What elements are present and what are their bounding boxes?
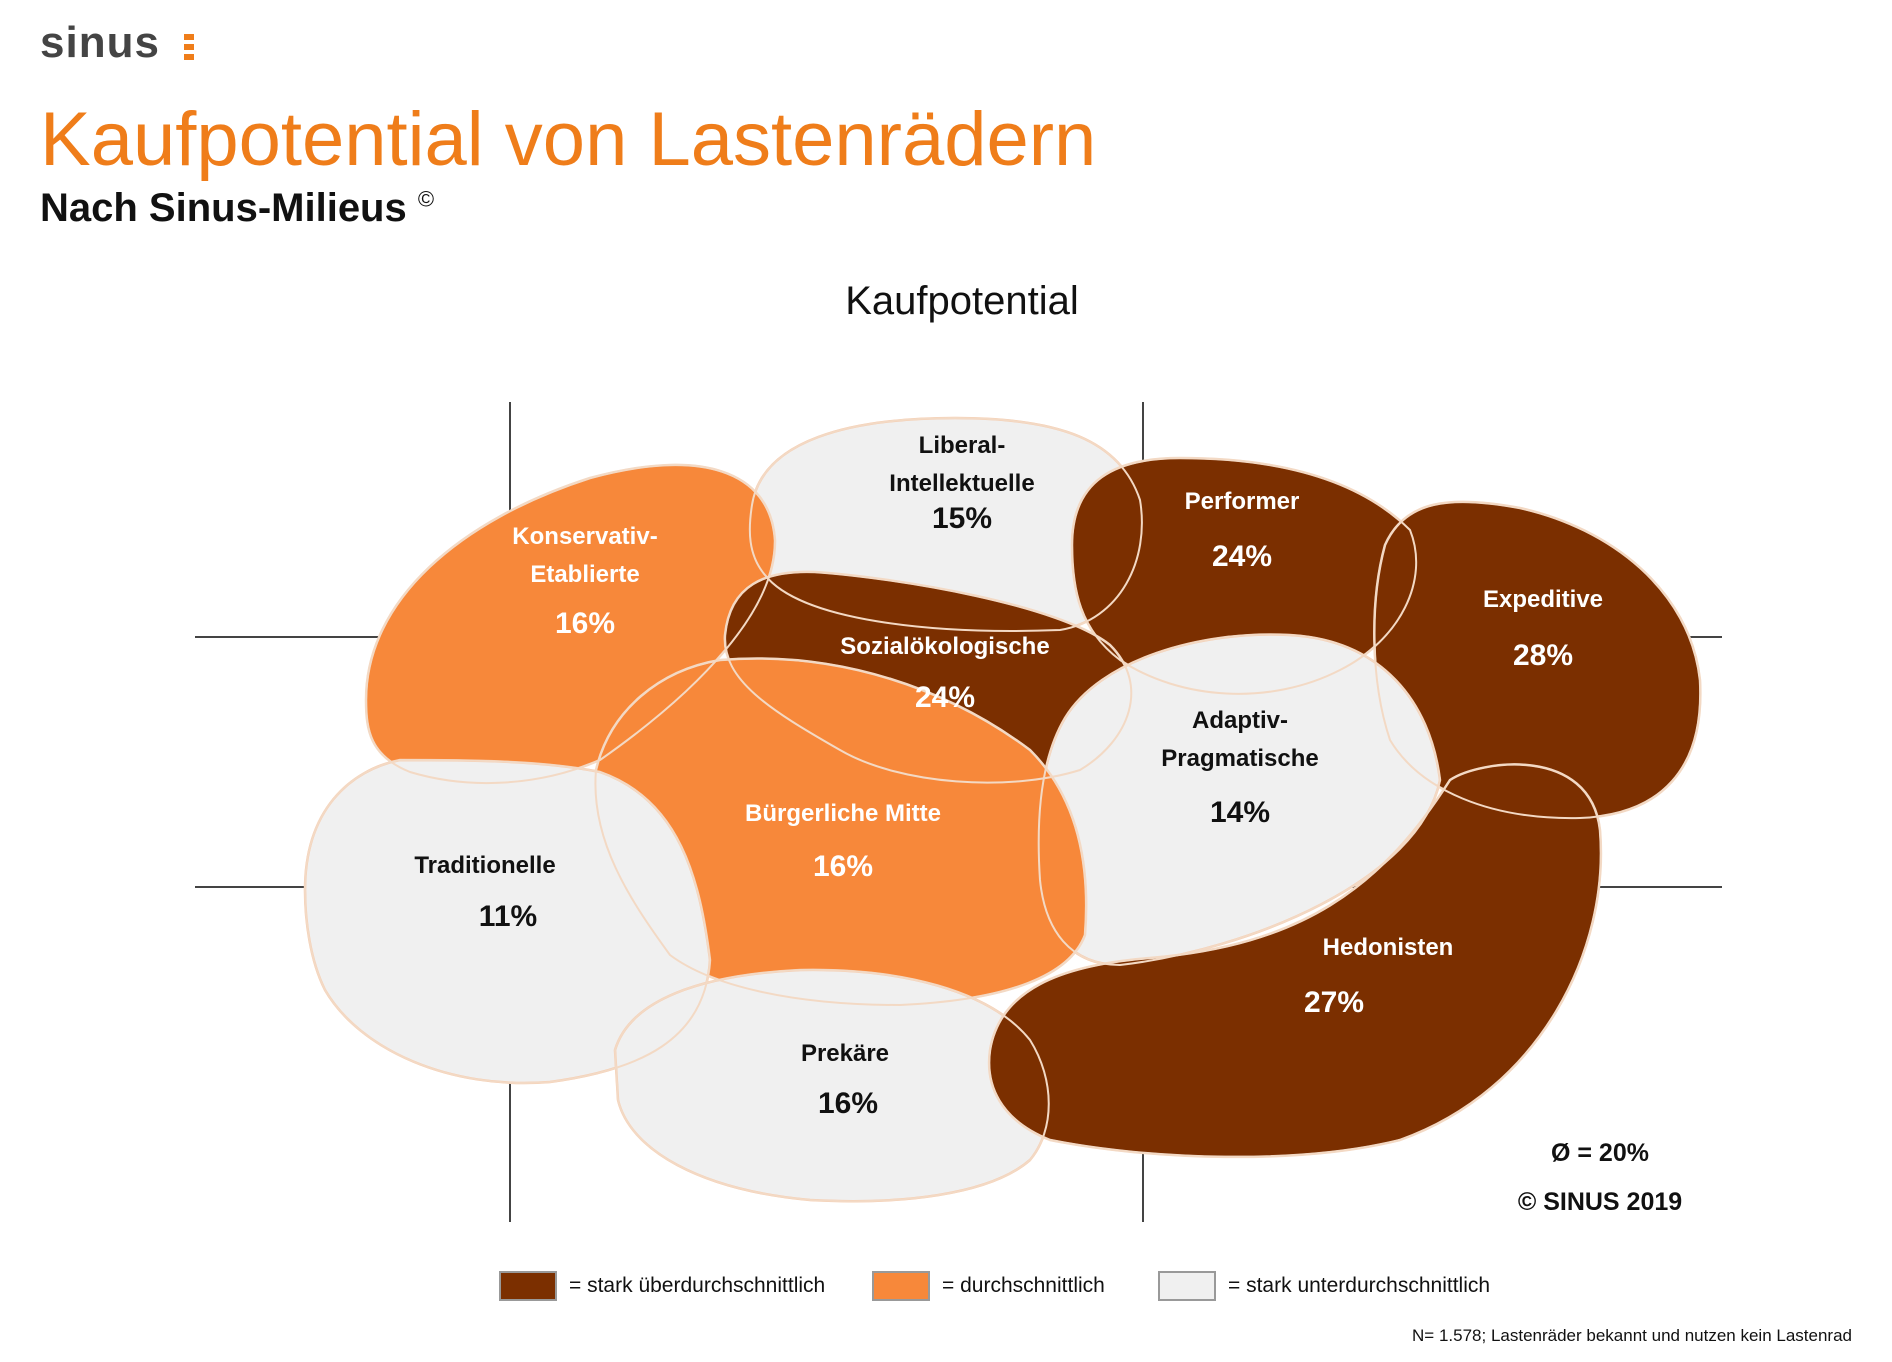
milieu-value-performer: 24% xyxy=(1212,540,1272,573)
milieu-label-traditionelle: Traditionelle xyxy=(414,852,555,879)
milieu-value-hedonisten: 27% xyxy=(1304,986,1364,1019)
milieu-label-adaptiv-pragmatische: Adaptiv-Pragmatische xyxy=(1161,707,1318,772)
bubble-outline-liberal-intellektuelle xyxy=(748,416,1143,632)
legend-item-low: = stark unterdurchschnittlich xyxy=(1158,1269,1490,1303)
sinus-logo: sinus xyxy=(40,18,160,68)
milieu-label-buergerliche-mitte: Bürgerliche Mitte xyxy=(745,800,941,827)
milieu-label-performer: Performer xyxy=(1185,488,1300,515)
chart-copyright: © SINUS 2019 xyxy=(1518,1188,1682,1216)
milieu-value-adaptiv-pragmatische: 14% xyxy=(1210,796,1270,829)
milieu-label-sozialoekologische: Sozialökologische xyxy=(840,633,1049,660)
bubble-outline-performer xyxy=(1070,456,1418,695)
milieu-label-konservativ-etablierte: Konservativ-Etablierte xyxy=(512,523,657,588)
legend-item-high: = stark überdurchschnittlich xyxy=(499,1269,825,1303)
milieu-value-expeditive: 28% xyxy=(1513,639,1573,672)
page-subtitle: Nach Sinus-Milieus © xyxy=(40,186,434,231)
legend-swatch-high xyxy=(499,1271,557,1301)
legend-item-average: = durchschnittlich xyxy=(872,1269,1105,1303)
logo-mark-icon xyxy=(184,34,194,60)
subtitle-text: Nach Sinus-Milieus xyxy=(40,186,407,230)
bubble-outline-buergerliche-mitte xyxy=(594,657,1088,1007)
bubble-outline-prekaere xyxy=(613,968,1050,1203)
bubble-outline-traditionelle xyxy=(303,758,712,1084)
milieu-value-liberal-intellektuelle: 15% xyxy=(932,502,992,535)
average-label: Ø = 20% xyxy=(1551,1139,1649,1167)
milieu-labels: Liberal-Intellektuelle 15% Konservativ-Eta… xyxy=(414,432,1603,1120)
footnote: N= 1.578; Lastenräder bekannt und nutzen… xyxy=(1412,1326,1852,1345)
milieu-label-liberal-intellektuelle: Liberal-Intellektuelle xyxy=(889,432,1034,497)
bubble-outline-hedonisten xyxy=(988,763,1602,1158)
legend-label-average: = durchschnittlich xyxy=(942,1274,1105,1297)
milieu-label-expeditive: Expeditive xyxy=(1483,586,1603,613)
milieu-label-hedonisten: Hedonisten xyxy=(1323,934,1454,961)
legend-swatch-average xyxy=(872,1271,930,1301)
milieu-value-buergerliche-mitte: 16% xyxy=(813,850,873,883)
bubble-outline-expeditive xyxy=(1373,500,1702,820)
chart-title: Kaufpotential xyxy=(845,279,1079,323)
bubble-outline-sozialoekologische xyxy=(723,570,1133,784)
milieu-value-sozialoekologische: 24% xyxy=(915,681,975,714)
bubble-outline-konservativ-etablierte xyxy=(364,463,777,785)
legend-swatch-low xyxy=(1158,1271,1216,1301)
page-title: Kaufpotential von Lastenrädern xyxy=(40,97,1097,182)
legend-label-low: = stark unterdurchschnittlich xyxy=(1228,1274,1491,1297)
copyright-mark: © xyxy=(417,186,435,212)
milieu-value-konservativ-etablierte: 16% xyxy=(555,607,615,640)
legend-label-high: = stark überdurchschnittlich xyxy=(569,1274,826,1297)
bubble-outlines xyxy=(303,416,1702,1203)
milieu-label-prekaere: Prekäre xyxy=(801,1040,889,1067)
logo-text: sinus xyxy=(40,18,160,67)
legend: = stark überdurchschnittlich = durchschn… xyxy=(0,1269,1892,1309)
milieu-value-traditionelle: 11% xyxy=(479,900,537,933)
milieu-value-prekaere: 16% xyxy=(818,1087,878,1120)
